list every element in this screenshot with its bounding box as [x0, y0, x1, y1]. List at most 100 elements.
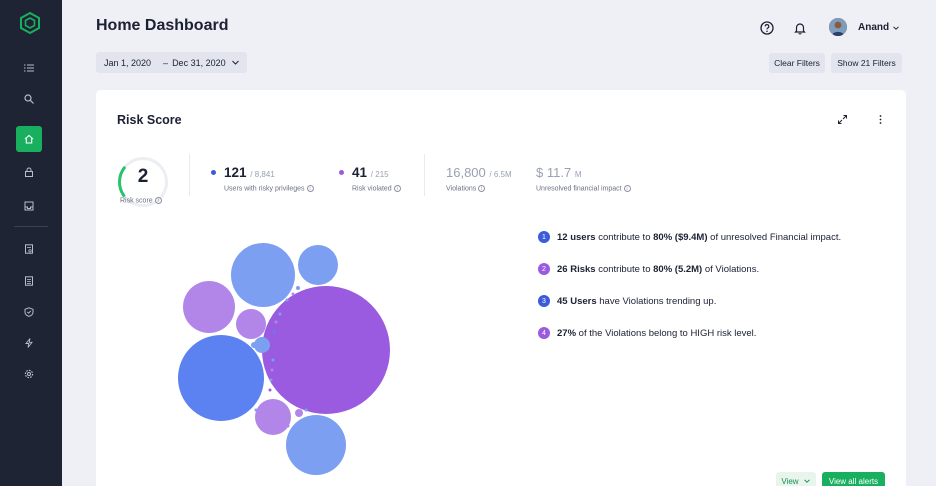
home-icon — [24, 134, 34, 144]
lightning-icon — [25, 338, 33, 348]
gear-icon — [24, 369, 34, 379]
insight-text: 27% of the Violations belong to HIGH ris… — [557, 327, 757, 339]
sidebar-item-home[interactable] — [16, 126, 42, 152]
bubble[interactable] — [236, 309, 266, 339]
sidebar-item-document[interactable] — [16, 268, 42, 294]
bubble[interactable] — [268, 388, 272, 392]
stat-violations-label: Violations i — [446, 185, 486, 192]
bubble[interactable] — [286, 415, 346, 475]
stat-users-risky-value: 121 / 8,841 — [224, 165, 275, 180]
sidebar-item-lightning[interactable] — [16, 330, 42, 356]
sidebar-item-report[interactable] — [16, 236, 42, 262]
date-start: Jan 1, 2020 — [104, 57, 152, 68]
insight-item-4: 4 27% of the Violations belong to HIGH r… — [538, 327, 756, 339]
chevron-down-icon — [231, 60, 239, 65]
view-all-alerts-button[interactable]: View all alerts — [822, 472, 885, 486]
bubble[interactable] — [304, 408, 308, 412]
sidebar-item-inbox[interactable] — [16, 193, 42, 219]
insight-item-1: 1 12 users contribute to 80% ($9.4M) of … — [538, 231, 841, 243]
shield-icon — [24, 307, 34, 317]
lock-icon — [25, 167, 33, 177]
info-icon[interactable]: i — [478, 185, 486, 192]
view-dropdown-button[interactable]: View — [776, 472, 816, 486]
insight-item-3: 3 45 Users have Violations trending up. — [538, 295, 716, 307]
stat-users-risky-label: Users with risky privileges i — [224, 185, 314, 192]
sidebar-item-shield[interactable] — [16, 299, 42, 325]
sidebar-item-list[interactable] — [16, 55, 42, 81]
stat-dot-purple — [339, 170, 344, 175]
bubble[interactable] — [271, 358, 275, 362]
bubble[interactable] — [251, 342, 257, 348]
chevron-down-icon[interactable] — [892, 24, 900, 32]
stat-financial-impact-value: $ 11.7 M — [536, 165, 582, 180]
user-name[interactable]: Anand — [858, 22, 890, 33]
list-icon — [24, 64, 34, 72]
risk-score-card: Risk Score 2 Risk score i 121 / 8,841 Use… — [96, 90, 906, 486]
stat-violations-value: 16,800 / 6.5M — [446, 165, 512, 180]
bubble[interactable] — [269, 378, 273, 382]
question-circle-icon[interactable] — [760, 21, 774, 35]
bell-icon[interactable] — [793, 21, 807, 35]
show-filters-button[interactable]: Show 21 Filters — [831, 53, 902, 73]
stat-dot-blue — [211, 170, 216, 175]
page-title: Home Dashboard — [96, 17, 229, 34]
info-icon[interactable]: i — [393, 185, 401, 192]
bubble[interactable] — [255, 399, 291, 435]
bubble[interactable] — [291, 292, 295, 296]
info-icon[interactable]: i — [154, 197, 162, 204]
bubble[interactable] — [183, 281, 235, 333]
expand-icon[interactable] — [837, 114, 848, 125]
stat-divider — [424, 154, 425, 196]
bubble[interactable] — [262, 286, 390, 414]
bubble[interactable] — [285, 298, 289, 302]
stat-risk-violated-value: 41 / 215 — [352, 165, 389, 180]
bubble[interactable] — [286, 424, 290, 428]
bubble[interactable] — [178, 335, 264, 421]
bubble[interactable] — [296, 286, 300, 290]
bubble-chart — [178, 243, 390, 475]
bubble[interactable] — [298, 245, 338, 285]
bubble[interactable] — [272, 330, 276, 334]
search-icon — [24, 94, 34, 104]
bubble[interactable] — [254, 337, 270, 353]
bubble[interactable] — [270, 368, 274, 372]
date-range-picker[interactable]: Jan 1, 2020 – Dec 31, 2020 — [96, 52, 247, 73]
hexagon-logo-icon[interactable] — [20, 12, 40, 34]
bubble[interactable] — [282, 305, 286, 309]
report-icon — [25, 244, 33, 254]
insight-number: 3 — [538, 295, 550, 307]
insight-item-2: 2 26 Risks contribute to 80% (5.2M) of V… — [538, 263, 759, 275]
card-title: Risk Score — [117, 113, 182, 127]
sidebar — [0, 0, 62, 486]
bubble[interactable] — [231, 243, 295, 307]
insight-number: 2 — [538, 263, 550, 275]
clear-filters-button[interactable]: Clear Filters — [769, 53, 825, 73]
bubble[interactable] — [278, 312, 282, 316]
insight-text: 26 Risks contribute to 80% (5.2M) of Vio… — [557, 263, 760, 275]
insight-text: 12 users contribute to 80% ($9.4M) of un… — [557, 231, 842, 243]
sidebar-item-lock[interactable] — [16, 159, 42, 185]
risk-gauge-arc — [118, 157, 168, 207]
date-end: Dec 31, 2020 — [172, 57, 226, 68]
bubble[interactable] — [274, 320, 278, 324]
insight-number: 1 — [538, 231, 550, 243]
sidebar-item-settings[interactable] — [16, 361, 42, 387]
insight-number: 4 — [538, 327, 550, 339]
chevron-down-icon — [803, 479, 810, 483]
stat-financial-impact-label: Unresolved financial impact i — [536, 185, 631, 192]
risk-score-value: 2 — [137, 166, 149, 187]
bubble[interactable] — [295, 409, 303, 417]
sidebar-divider — [14, 226, 48, 227]
info-icon[interactable]: i — [306, 185, 314, 192]
date-separator: – — [163, 57, 169, 68]
stat-risk-violated-label: Risk violated i — [352, 185, 401, 192]
stat-divider — [189, 154, 190, 196]
more-vertical-icon[interactable] — [875, 114, 886, 125]
sidebar-item-search[interactable] — [16, 86, 42, 112]
avatar[interactable] — [829, 18, 847, 36]
info-icon[interactable]: i — [623, 185, 631, 192]
inbox-icon — [24, 201, 34, 211]
risk-gauge — [118, 157, 168, 207]
bubble[interactable] — [254, 408, 258, 412]
document-icon — [25, 276, 33, 286]
